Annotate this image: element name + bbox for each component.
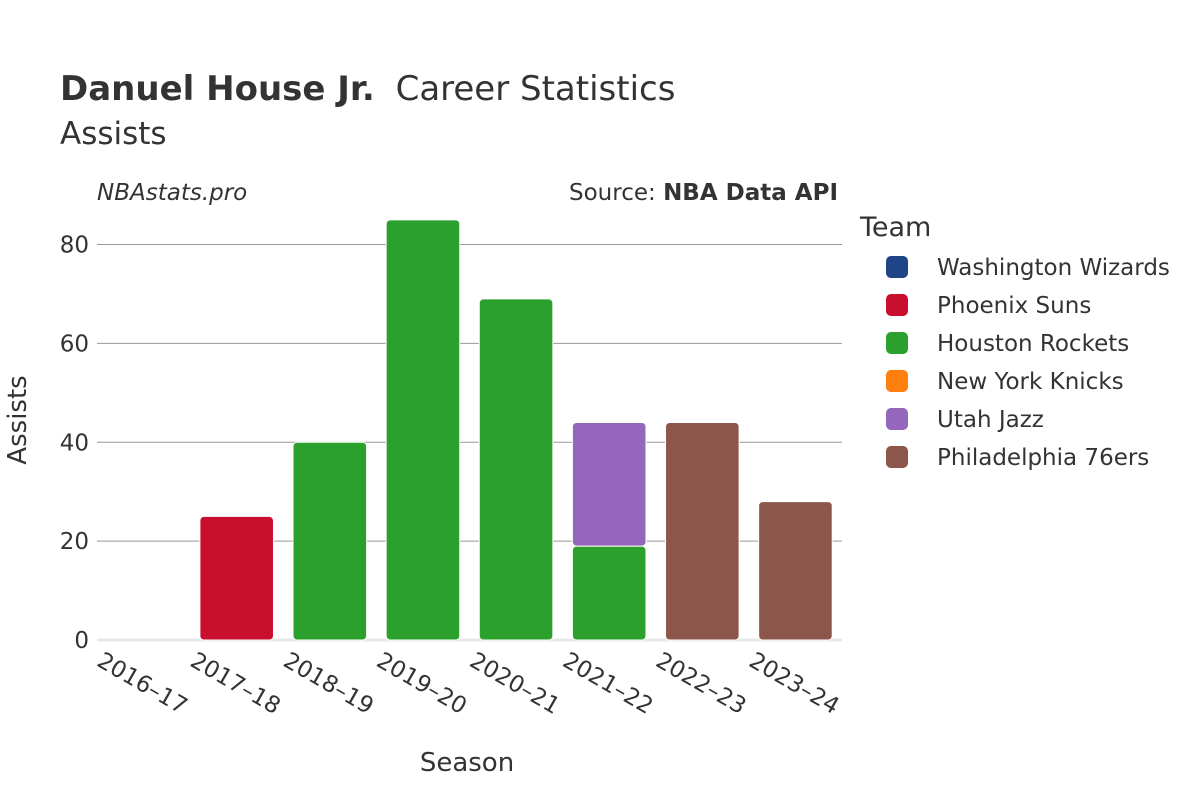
legend-swatch bbox=[886, 256, 908, 278]
legend-label: Houston Rockets bbox=[937, 331, 1129, 357]
bar-segment bbox=[571, 545, 647, 641]
legend: Team Washington Wizards Phoenix Suns Houst… bbox=[859, 212, 1170, 471]
y-tick-label: 0 bbox=[74, 628, 89, 654]
x-tick-label: 2017–18 bbox=[186, 648, 285, 720]
source-credit: Source: NBA Data API bbox=[569, 180, 838, 206]
source-prefix: Source: bbox=[569, 180, 663, 206]
x-tick-label: 2021–22 bbox=[558, 648, 657, 720]
x-tick-label: 2020–21 bbox=[465, 648, 564, 720]
legend-swatch bbox=[886, 294, 908, 316]
y-tick-label: 20 bbox=[60, 529, 89, 555]
x-tick-label: 2022–23 bbox=[651, 648, 750, 720]
y-tick-label: 40 bbox=[60, 430, 89, 456]
watermark: NBAstats.pro bbox=[97, 180, 247, 206]
x-tick-label: 2023–24 bbox=[744, 648, 843, 720]
bar-segment bbox=[758, 501, 833, 641]
legend-swatch bbox=[886, 332, 908, 354]
legend-label: Phoenix Suns bbox=[937, 293, 1091, 319]
legend-swatch bbox=[886, 370, 908, 392]
bar-segment bbox=[571, 422, 647, 547]
y-axis-title: Assists bbox=[3, 375, 33, 464]
y-tick-label: 80 bbox=[60, 233, 89, 259]
x-tick-label: 2016–17 bbox=[93, 648, 192, 720]
legend-label: Utah Jazz bbox=[937, 407, 1044, 433]
legend-label: New York Knicks bbox=[937, 369, 1124, 395]
y-tick-label: 60 bbox=[60, 331, 89, 357]
bar-segment bbox=[385, 219, 461, 641]
chart-title: Danuel House Jr. Career Statistics bbox=[60, 69, 675, 109]
legend-title: Team bbox=[859, 212, 931, 243]
legend-swatch bbox=[886, 408, 908, 430]
chart-subtitle: Assists bbox=[60, 116, 167, 152]
source-name: NBA Data API bbox=[663, 180, 838, 206]
title-player: Danuel House Jr. bbox=[60, 69, 375, 109]
legend-label: Philadelphia 76ers bbox=[937, 445, 1149, 471]
x-axis-title: Season bbox=[420, 748, 514, 778]
x-tick-label: 2019–20 bbox=[372, 648, 471, 720]
legend-swatch bbox=[886, 446, 908, 468]
legend-label: Washington Wizards bbox=[937, 255, 1170, 281]
bar-segment bbox=[199, 515, 274, 641]
x-tick-label: 2018–19 bbox=[279, 648, 378, 720]
title-suffix: Career Statistics bbox=[396, 69, 676, 109]
x-tick-labels: 2016–172017–182018–192019–202020–212021–… bbox=[93, 648, 844, 720]
y-tick-labels: 0 20 40 60 80 bbox=[60, 233, 89, 654]
bar-segment bbox=[665, 422, 740, 641]
bars bbox=[199, 219, 833, 641]
bar-segment bbox=[292, 441, 368, 641]
bar-segment bbox=[478, 298, 554, 641]
